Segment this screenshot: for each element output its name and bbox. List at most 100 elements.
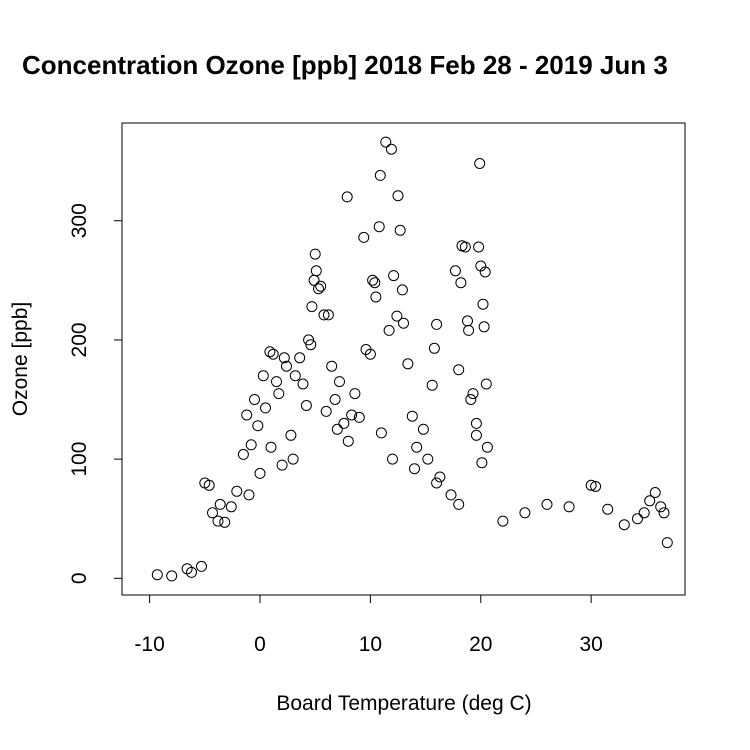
- data-point: [358, 231, 370, 243]
- data-point: [285, 429, 297, 441]
- data-point: [254, 467, 266, 479]
- data-point: [151, 569, 163, 581]
- data-point: [306, 301, 318, 313]
- data-point: [387, 453, 398, 465]
- chart-title: Concentration Ozone [ppb] 2018 Feb 28 - …: [22, 50, 668, 80]
- data-point: [590, 481, 602, 492]
- y-tick-label: 300: [68, 203, 91, 238]
- data-point: [276, 459, 288, 471]
- data-point: [265, 441, 277, 453]
- data-point: [309, 248, 321, 260]
- data-point: [406, 410, 418, 422]
- data-point: [477, 298, 489, 310]
- data-point: [252, 420, 264, 432]
- data-point: [455, 277, 467, 289]
- x-tick-label: 20: [469, 633, 492, 656]
- data-point: [369, 277, 381, 289]
- plot-frame: [121, 122, 686, 596]
- data-point: [459, 241, 471, 253]
- data-point: [320, 405, 332, 417]
- data-point: [618, 519, 630, 531]
- data-point: [342, 435, 354, 447]
- data-point: [470, 417, 482, 429]
- data-point: [212, 515, 224, 527]
- data-point: [203, 479, 215, 491]
- data-point: [391, 310, 403, 322]
- data-point: [398, 317, 409, 329]
- y-tick-label: 0: [68, 572, 91, 584]
- data-point: [409, 463, 420, 475]
- data-point: [349, 388, 361, 400]
- data-point: [426, 379, 438, 391]
- x-axis: -10 0 10 20 30: [134, 594, 603, 656]
- data-point: [289, 370, 301, 382]
- data-point: [303, 334, 315, 346]
- y-tick-label: 200: [68, 322, 91, 357]
- data-point: [297, 378, 309, 390]
- data-point: [245, 439, 257, 451]
- data-point: [287, 453, 299, 465]
- data-point: [331, 423, 343, 435]
- data-point: [422, 453, 434, 465]
- data-point: [241, 409, 253, 421]
- data-point: [181, 563, 193, 575]
- data-point: [396, 284, 408, 296]
- data-point: [346, 409, 358, 421]
- x-tick-label: 10: [359, 633, 382, 656]
- data-point: [476, 457, 488, 469]
- data-point: [467, 388, 479, 400]
- data-point: [585, 479, 597, 491]
- data-point: [364, 348, 376, 360]
- data-point: [473, 241, 485, 253]
- data-point: [329, 394, 341, 405]
- data-point: [478, 321, 490, 333]
- data-point: [655, 501, 667, 513]
- data-point: [370, 291, 382, 303]
- data-point: [318, 309, 330, 321]
- data-point: [497, 515, 509, 527]
- data-point: [326, 360, 338, 372]
- data-point: [294, 352, 306, 364]
- data-point: [434, 471, 446, 483]
- data-point: [373, 221, 385, 233]
- data-point: [383, 324, 395, 336]
- data-point: [470, 429, 482, 441]
- data-point: [658, 507, 670, 519]
- data-point: [341, 191, 353, 203]
- data-point: [417, 423, 429, 435]
- data-point: [353, 411, 365, 423]
- data-point: [638, 507, 650, 519]
- data-point: [237, 448, 249, 460]
- data-point: [465, 394, 477, 405]
- data-point: [449, 265, 461, 277]
- data-point: [392, 190, 404, 202]
- data-point: [260, 402, 271, 414]
- data-point: [385, 143, 397, 155]
- data-point: [541, 498, 553, 510]
- data-point: [278, 352, 290, 364]
- data-point: [481, 441, 493, 453]
- data-point: [453, 498, 465, 510]
- data-point: [462, 315, 473, 327]
- data-point: [431, 318, 443, 330]
- data-point: [214, 498, 226, 510]
- data-point: [388, 270, 400, 282]
- data-point: [300, 400, 312, 411]
- data-point: [374, 169, 386, 181]
- data-point: [632, 513, 643, 525]
- data-point: [257, 370, 269, 382]
- data-point: [644, 495, 656, 507]
- data-point: [243, 489, 255, 501]
- x-tick-label: 30: [579, 633, 602, 656]
- data-point: [322, 309, 334, 321]
- data-point: [281, 360, 292, 372]
- data-point: [315, 280, 327, 292]
- data-point: [231, 485, 243, 497]
- data-point: [273, 388, 285, 400]
- data-point: [264, 346, 276, 358]
- data-point: [338, 417, 350, 429]
- data-point: [313, 283, 324, 295]
- data-point: [219, 516, 231, 528]
- data-point: [431, 477, 443, 489]
